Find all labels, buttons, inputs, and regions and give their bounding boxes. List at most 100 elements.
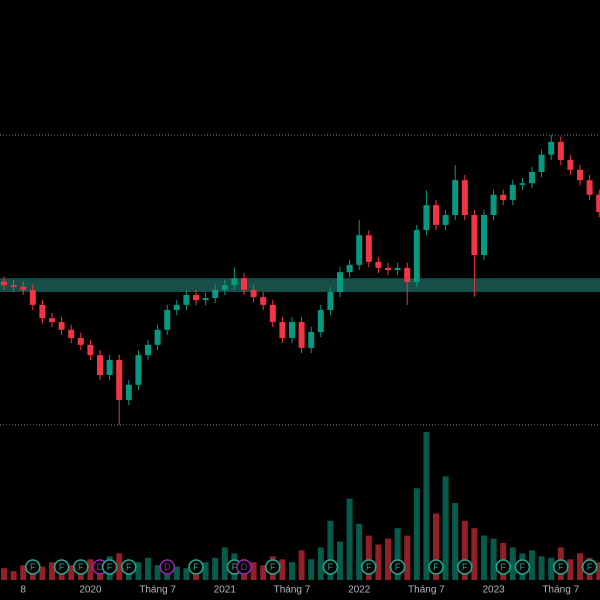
event-label: D bbox=[97, 562, 104, 572]
candle-body bbox=[279, 322, 286, 338]
volume-bar bbox=[529, 550, 535, 580]
volume-bar bbox=[154, 565, 161, 580]
event-label: F bbox=[78, 562, 84, 572]
x-tick-label: Tháng 7 bbox=[542, 585, 579, 596]
candle-body bbox=[308, 331, 315, 348]
event-marker: F bbox=[53, 559, 70, 575]
candle-body bbox=[29, 289, 36, 305]
event-circle bbox=[514, 559, 531, 575]
x-tick-label: 2023 bbox=[482, 585, 505, 596]
event-circle bbox=[73, 559, 89, 575]
candle-body bbox=[433, 205, 439, 225]
volume-bar bbox=[538, 556, 545, 580]
event-circle bbox=[159, 559, 175, 575]
event-circle bbox=[457, 559, 473, 575]
candle-body bbox=[183, 294, 190, 305]
event-marker: D bbox=[236, 559, 252, 575]
volume-bar bbox=[385, 538, 391, 580]
event-circle bbox=[265, 559, 281, 575]
volume-bar bbox=[87, 559, 94, 580]
x-tick-label: 2022 bbox=[348, 585, 371, 596]
event-label: F bbox=[462, 562, 468, 572]
volume-bar bbox=[135, 562, 142, 580]
event-circle bbox=[495, 559, 511, 575]
candle-body bbox=[212, 289, 219, 298]
event-marker: F bbox=[553, 559, 569, 575]
event-circle bbox=[101, 559, 118, 575]
volume-bar bbox=[49, 562, 55, 580]
candle-body bbox=[394, 267, 401, 271]
event-marker: F bbox=[581, 559, 598, 575]
event-marker: D bbox=[159, 559, 175, 575]
candle-body bbox=[20, 286, 27, 290]
event-circle bbox=[361, 559, 377, 575]
candle-body bbox=[145, 344, 151, 356]
event-label: F bbox=[59, 562, 65, 572]
event-label: F bbox=[30, 562, 36, 572]
volume-bar bbox=[250, 562, 257, 580]
candle-body bbox=[452, 180, 459, 215]
candle-body bbox=[202, 297, 209, 301]
volume-bar bbox=[346, 498, 353, 580]
volume-bar bbox=[10, 571, 17, 580]
candle-body bbox=[538, 154, 545, 172]
candle-body bbox=[557, 141, 564, 160]
candle-body bbox=[327, 291, 334, 311]
volume-bar bbox=[183, 568, 190, 580]
candle-body bbox=[125, 384, 132, 400]
event-label: D bbox=[241, 562, 248, 572]
volume-bar bbox=[116, 553, 123, 580]
candle-body bbox=[97, 355, 103, 375]
volume-bar bbox=[337, 541, 343, 580]
event-label: F bbox=[126, 562, 132, 572]
candle-body bbox=[1, 281, 7, 286]
volume-bar bbox=[433, 513, 439, 580]
event-marker: F bbox=[361, 559, 377, 575]
candle-body bbox=[404, 267, 411, 283]
volume-bar bbox=[596, 562, 600, 580]
candle-body bbox=[577, 169, 583, 181]
candle-body bbox=[135, 355, 142, 385]
volume-bar bbox=[145, 557, 151, 580]
volume-bar bbox=[452, 503, 459, 580]
candle-body bbox=[116, 359, 123, 400]
volume-bar bbox=[1, 568, 7, 580]
event-marker: F bbox=[457, 559, 473, 575]
volume-bar bbox=[39, 566, 46, 580]
candle-body bbox=[154, 329, 161, 345]
candle-body bbox=[39, 304, 46, 319]
candle-body bbox=[413, 230, 420, 283]
volume-bar bbox=[68, 565, 75, 580]
volume-bar bbox=[212, 557, 219, 580]
candle-body bbox=[10, 285, 17, 287]
candle-body bbox=[548, 141, 555, 155]
event-marker: F bbox=[73, 559, 89, 575]
candle-body bbox=[490, 194, 497, 215]
volume-bar bbox=[394, 528, 401, 580]
candle-body bbox=[586, 180, 593, 195]
event-marker: F bbox=[495, 559, 511, 575]
candle-body bbox=[346, 264, 353, 273]
volume-bar bbox=[481, 535, 487, 580]
event-circle bbox=[322, 559, 339, 575]
candle-body bbox=[509, 184, 516, 200]
candle-body bbox=[442, 215, 449, 225]
candle-body bbox=[68, 329, 75, 338]
candle-body bbox=[221, 285, 228, 290]
event-label: F bbox=[520, 562, 526, 572]
volume-bar bbox=[404, 535, 411, 580]
volume-bar bbox=[442, 476, 449, 580]
volume-bar bbox=[279, 559, 286, 580]
volume-bar bbox=[173, 566, 180, 580]
event-marker: F bbox=[514, 559, 531, 575]
x-tick-label: Tháng 7 bbox=[274, 585, 311, 596]
event-marker: F bbox=[389, 559, 406, 575]
event-label: D bbox=[164, 562, 171, 572]
volume-bar bbox=[490, 538, 497, 580]
volume-bar bbox=[317, 547, 324, 580]
event-circle bbox=[25, 559, 41, 575]
event-label: F bbox=[107, 562, 113, 572]
candle-body bbox=[49, 318, 55, 323]
event-circle bbox=[236, 559, 252, 575]
volume-bar bbox=[423, 432, 430, 580]
